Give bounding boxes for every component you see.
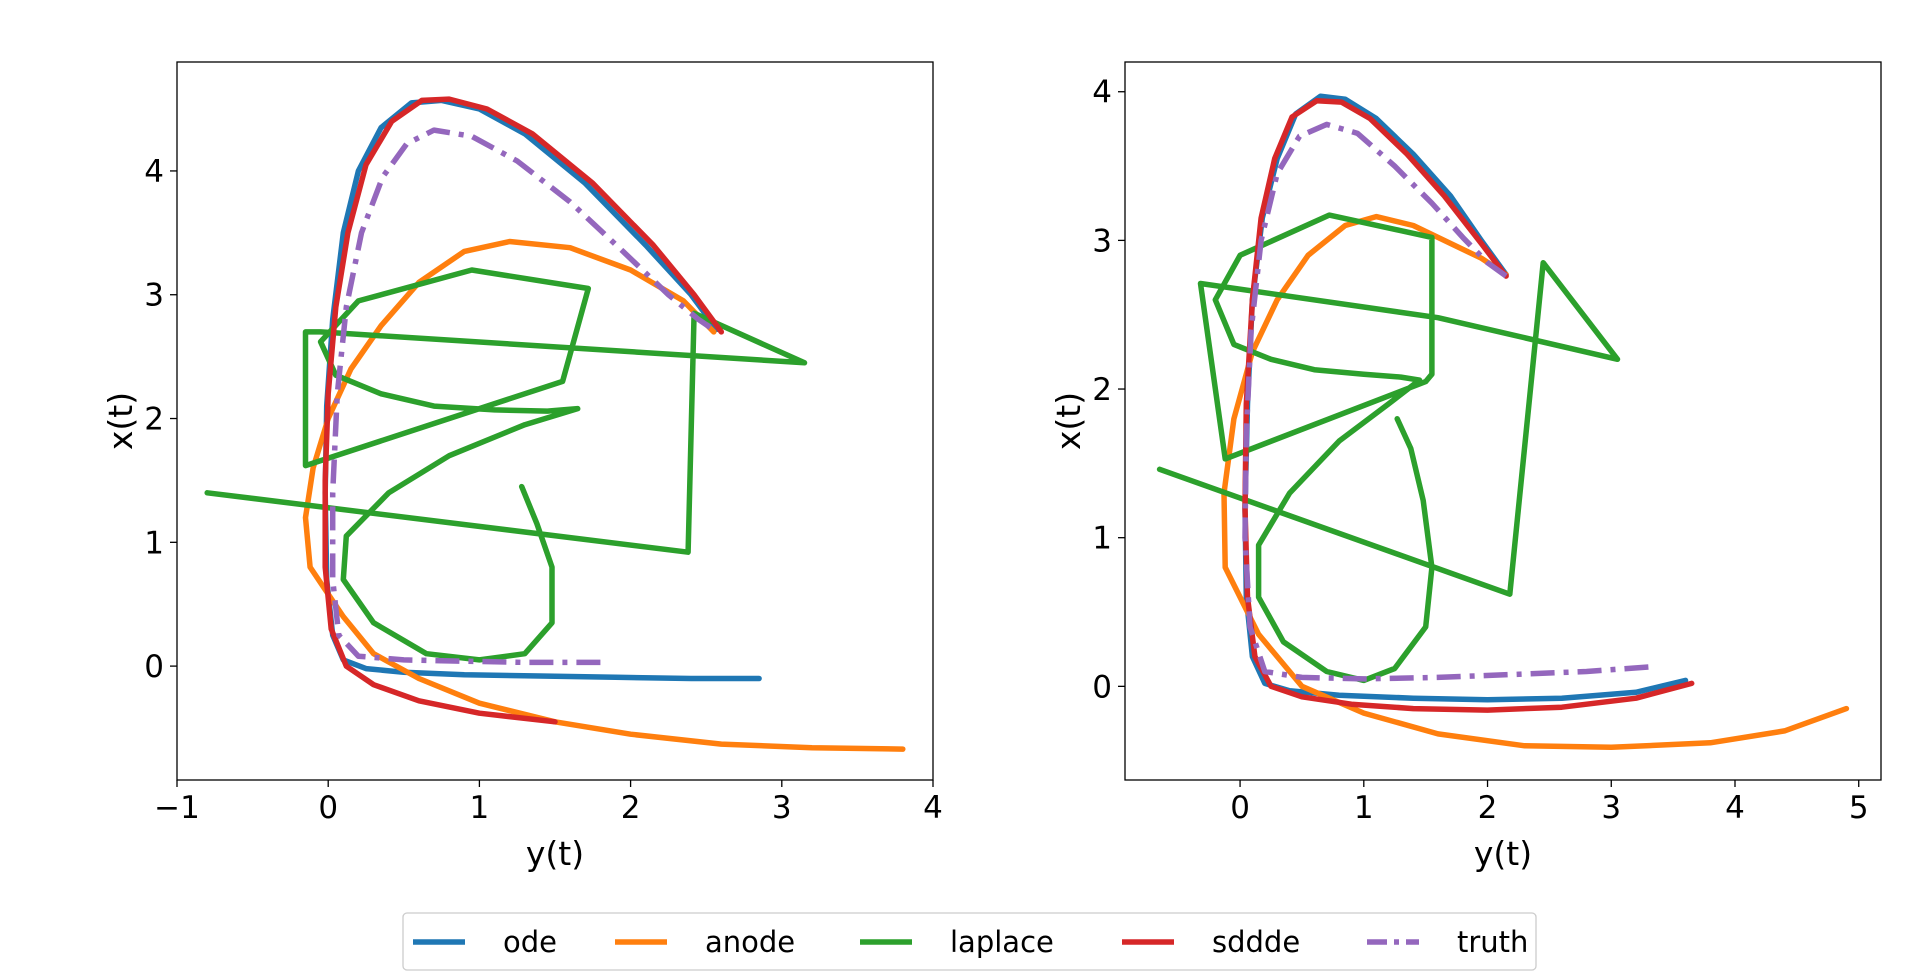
- panel-right: 0 1 2 3 4 5 0 1 2 3 4 y(t) x(t): [1049, 61, 1882, 873]
- plot-frame-right: [1124, 61, 1882, 781]
- series-line-truth-left: [329, 127, 719, 666]
- legend-label-laplace: laplace: [950, 925, 1054, 959]
- y-axis-label-right: x(t): [1049, 392, 1088, 450]
- x-tick-label-right: 0: [1230, 790, 1250, 826]
- y-tick-label-right: 2: [1092, 372, 1112, 408]
- series-line-sddde-right: [1242, 97, 1695, 713]
- legend-label-sddde: sddde: [1212, 925, 1300, 959]
- series-line-ode-right: [1242, 93, 1689, 703]
- y-tick-label-right: 3: [1092, 223, 1112, 259]
- panel-left: −1 0 1 2 3 4 0 1 2 3 4 y(t) x(t): [101, 61, 943, 873]
- legend-label-anode: anode: [705, 925, 795, 959]
- plot-lines-right: [1156, 93, 1850, 751]
- y-tick-label-left: 0: [144, 649, 164, 685]
- ticks-right: 0 1 2 3 4 5 0 1 2 3 4: [1092, 75, 1868, 826]
- y-tick-label-right: 0: [1092, 669, 1112, 705]
- x-tick-label-left: 3: [772, 790, 792, 826]
- legend-label-ode: ode: [503, 925, 557, 959]
- x-tick-label-left: 4: [923, 790, 943, 826]
- y-tick-label-left: 1: [144, 525, 164, 561]
- plot-lines-left: [204, 96, 906, 752]
- y-tick-label-left: 2: [144, 402, 164, 438]
- y-tick-label-left: 3: [144, 278, 164, 314]
- legend-entries: ode anode laplace sddde truth: [413, 925, 1528, 959]
- plot-frame-left: [176, 61, 934, 781]
- series-line-anode-left: [302, 238, 906, 752]
- series-line-sddde-left: [322, 96, 725, 725]
- y-axis-label-left: x(t): [101, 392, 140, 450]
- x-tick-label-left: 0: [318, 790, 338, 826]
- legend: ode anode laplace sddde truth: [402, 912, 1537, 971]
- legend-frame: [402, 912, 1537, 971]
- x-tick-label-left: 1: [470, 790, 490, 826]
- x-axis-label-left: y(t): [526, 834, 584, 873]
- x-tick-label-right: 3: [1601, 790, 1621, 826]
- y-tick-label-right: 1: [1092, 521, 1112, 557]
- y-tick-label-left: 4: [144, 154, 164, 190]
- ticks-left: −1 0 1 2 3 4 0 1 2 3 4: [144, 154, 943, 826]
- series-line-laplace-right: [1156, 212, 1621, 684]
- x-tick-label-right: 1: [1354, 790, 1374, 826]
- y-tick-label-right: 4: [1092, 75, 1112, 111]
- series-line-truth-right: [1242, 121, 1649, 682]
- x-tick-label-right: 5: [1849, 790, 1869, 826]
- x-tick-label-left: −1: [154, 790, 200, 826]
- x-axis-label-right: y(t): [1474, 834, 1532, 873]
- x-tick-label-right: 2: [1478, 790, 1498, 826]
- legend-label-truth: truth: [1457, 925, 1528, 959]
- x-tick-label-right: 4: [1725, 790, 1745, 826]
- series-line-laplace-left: [204, 267, 808, 663]
- x-tick-label-left: 2: [621, 790, 641, 826]
